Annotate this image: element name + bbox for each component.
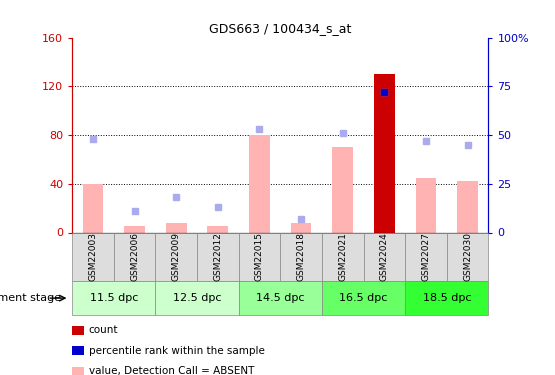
Text: 18.5 dpc: 18.5 dpc bbox=[422, 293, 471, 303]
Text: GSM22006: GSM22006 bbox=[130, 232, 139, 281]
Bar bbox=[208, 226, 228, 232]
Bar bbox=[457, 182, 478, 232]
Text: development stage: development stage bbox=[0, 293, 61, 303]
Text: GSM22012: GSM22012 bbox=[213, 232, 223, 281]
Text: GSM22024: GSM22024 bbox=[380, 232, 389, 281]
Text: GSM22030: GSM22030 bbox=[463, 232, 472, 281]
Bar bbox=[166, 223, 186, 232]
Bar bbox=[332, 147, 353, 232]
Bar bbox=[374, 74, 395, 232]
Bar bbox=[249, 135, 270, 232]
Text: count: count bbox=[89, 325, 118, 335]
Text: GSM22003: GSM22003 bbox=[88, 232, 98, 281]
Title: GDS663 / 100434_s_at: GDS663 / 100434_s_at bbox=[209, 22, 351, 35]
Text: 11.5 dpc: 11.5 dpc bbox=[89, 293, 138, 303]
Bar bbox=[83, 184, 103, 232]
Text: GSM22009: GSM22009 bbox=[171, 232, 181, 281]
Bar bbox=[124, 226, 145, 232]
Text: 12.5 dpc: 12.5 dpc bbox=[173, 293, 221, 303]
Text: 16.5 dpc: 16.5 dpc bbox=[339, 293, 388, 303]
Text: percentile rank within the sample: percentile rank within the sample bbox=[89, 346, 265, 355]
Text: GSM22018: GSM22018 bbox=[296, 232, 306, 281]
Text: value, Detection Call = ABSENT: value, Detection Call = ABSENT bbox=[89, 366, 254, 375]
Bar bbox=[291, 223, 311, 232]
Text: GSM22027: GSM22027 bbox=[421, 232, 431, 281]
Text: 14.5 dpc: 14.5 dpc bbox=[256, 293, 305, 303]
Text: GSM22015: GSM22015 bbox=[255, 232, 264, 281]
Bar bbox=[416, 178, 436, 232]
Text: GSM22021: GSM22021 bbox=[338, 232, 347, 281]
